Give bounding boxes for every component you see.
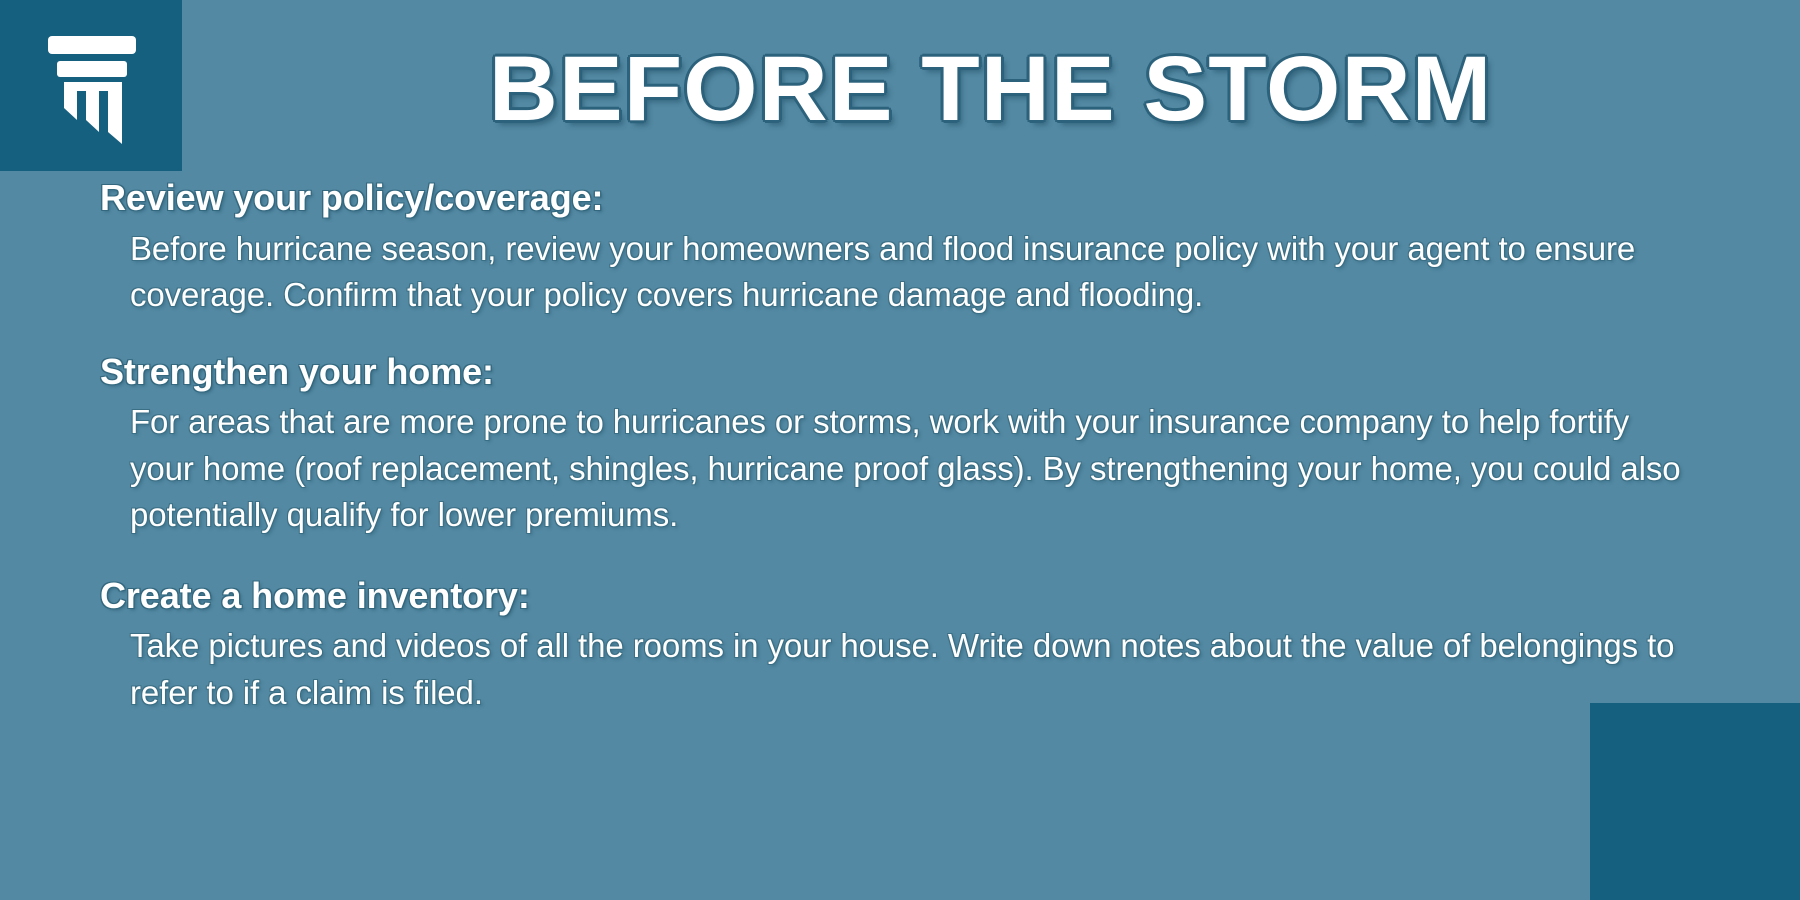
tips-list: Review your policy/coverage: Before hurr… — [0, 174, 1800, 720]
section-spacer — [0, 542, 1800, 572]
tip-section-home-inventory: Create a home inventory: Take pictures a… — [0, 572, 1800, 716]
tip-heading: Create a home inventory: — [100, 574, 530, 616]
section-spacer — [0, 322, 1800, 348]
logo-accent-block — [0, 0, 182, 171]
page-title: BEFORE THE STORM — [182, 24, 1800, 154]
bottom-right-accent-block — [1590, 703, 1800, 900]
tip-heading: Review your policy/coverage: — [100, 177, 604, 218]
page-title-text: BEFORE THE STORM — [489, 38, 1493, 140]
tip-section-strengthen-home: Strengthen your home: For areas that are… — [0, 348, 1800, 538]
tip-body: Take pictures and videos of all the room… — [130, 627, 1675, 711]
tip-body: For areas that are more prone to hurrica… — [130, 403, 1681, 533]
tip-body: Before hurricane season, review your hom… — [130, 229, 1636, 313]
tip-section-review-policy: Review your policy/coverage: Before hurr… — [0, 174, 1800, 318]
column-pillar-icon — [36, 28, 148, 144]
tip-heading: Strengthen your home: — [100, 350, 494, 392]
